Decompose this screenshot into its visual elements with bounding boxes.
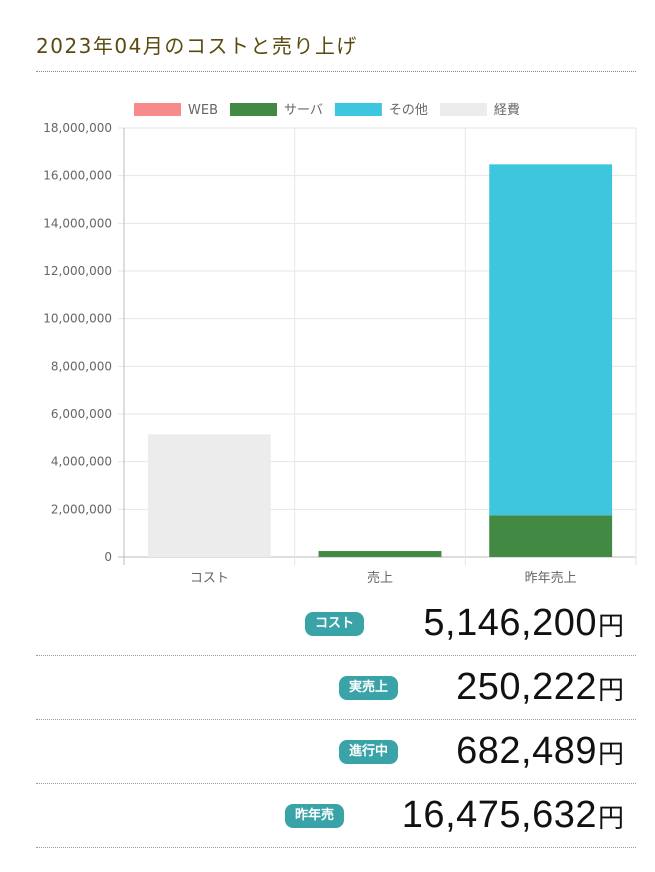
- y-tick-label-8: 16,000,000: [43, 169, 112, 183]
- summary-row-last-year: 昨年売 16,475,632円: [36, 784, 636, 848]
- in-progress-value: 682,489: [456, 730, 597, 772]
- cost-unit: 円: [597, 612, 624, 642]
- x-tick-label-1: 売上: [367, 570, 393, 586]
- legend-swatch-3: [439, 103, 487, 116]
- cost-badge: コスト: [304, 612, 364, 636]
- in-progress-unit: 円: [597, 740, 624, 770]
- summary-row-in-progress: 進行中 682,489円: [36, 720, 636, 784]
- x-tick-label-0: コスト: [190, 571, 229, 586]
- summary-row-cost: コスト 5,146,200円: [36, 592, 636, 656]
- bar-2-2: [489, 164, 613, 516]
- summary-list: コスト 5,146,200円 実売上 250,222円 進行中 682,489円…: [36, 592, 636, 848]
- page-title: 2023年04月のコストと売り上げ: [36, 34, 358, 58]
- actual-sales-badge: 実売上: [338, 676, 398, 700]
- y-tick-label-7: 14,000,000: [43, 216, 112, 230]
- cost-amount: 5,146,200円: [423, 602, 624, 645]
- stacked-bar-chart: WEB サーバ その他 経費 0 2,000,000 4,000,000 6,000,000 8…: [43, 103, 637, 586]
- actual-sales-amount: 250,222円: [456, 666, 624, 709]
- y-tick-label-6: 12,000,000: [43, 264, 112, 278]
- bar-2-1: [489, 515, 613, 557]
- y-tick-label-3: 6,000,000: [51, 407, 112, 421]
- actual-sales-unit: 円: [597, 676, 624, 706]
- y-tick-label-0: 0: [104, 550, 112, 564]
- actual-sales-value: 250,222: [456, 666, 597, 708]
- y-tick-label-1: 2,000,000: [51, 502, 112, 516]
- y-tick-label-5: 10,000,000: [43, 312, 112, 326]
- legend-swatch-2: [334, 103, 382, 116]
- last-year-unit: 円: [597, 804, 624, 834]
- y-tick-label-2: 4,000,000: [51, 455, 112, 469]
- y-tick-label-4: 8,000,000: [51, 359, 112, 373]
- bar-0-3: [147, 434, 271, 557]
- in-progress-badge: 進行中: [338, 740, 398, 764]
- legend-swatch-0: [134, 103, 181, 116]
- legend-swatch-1: [230, 103, 277, 116]
- last-year-badge: 昨年売: [284, 804, 344, 828]
- last-year-value: 16,475,632: [401, 794, 597, 836]
- title-divider: [36, 71, 636, 72]
- legend-label-0: WEB: [188, 103, 218, 118]
- bar-1-1: [318, 551, 442, 557]
- last-year-amount: 16,475,632円: [402, 794, 624, 837]
- cost-value: 5,146,200: [423, 602, 597, 644]
- in-progress-amount: 682,489円: [456, 730, 624, 773]
- legend-label-2: その他: [389, 103, 428, 118]
- summary-row-actual-sales: 実売上 250,222円: [36, 656, 636, 720]
- x-tick-label-2: 昨年売上: [525, 570, 577, 586]
- y-tick-label-9: 18,000,000: [43, 121, 112, 135]
- legend-label-3: 経費: [494, 103, 520, 118]
- legend-label-1: サーバ: [284, 103, 323, 118]
